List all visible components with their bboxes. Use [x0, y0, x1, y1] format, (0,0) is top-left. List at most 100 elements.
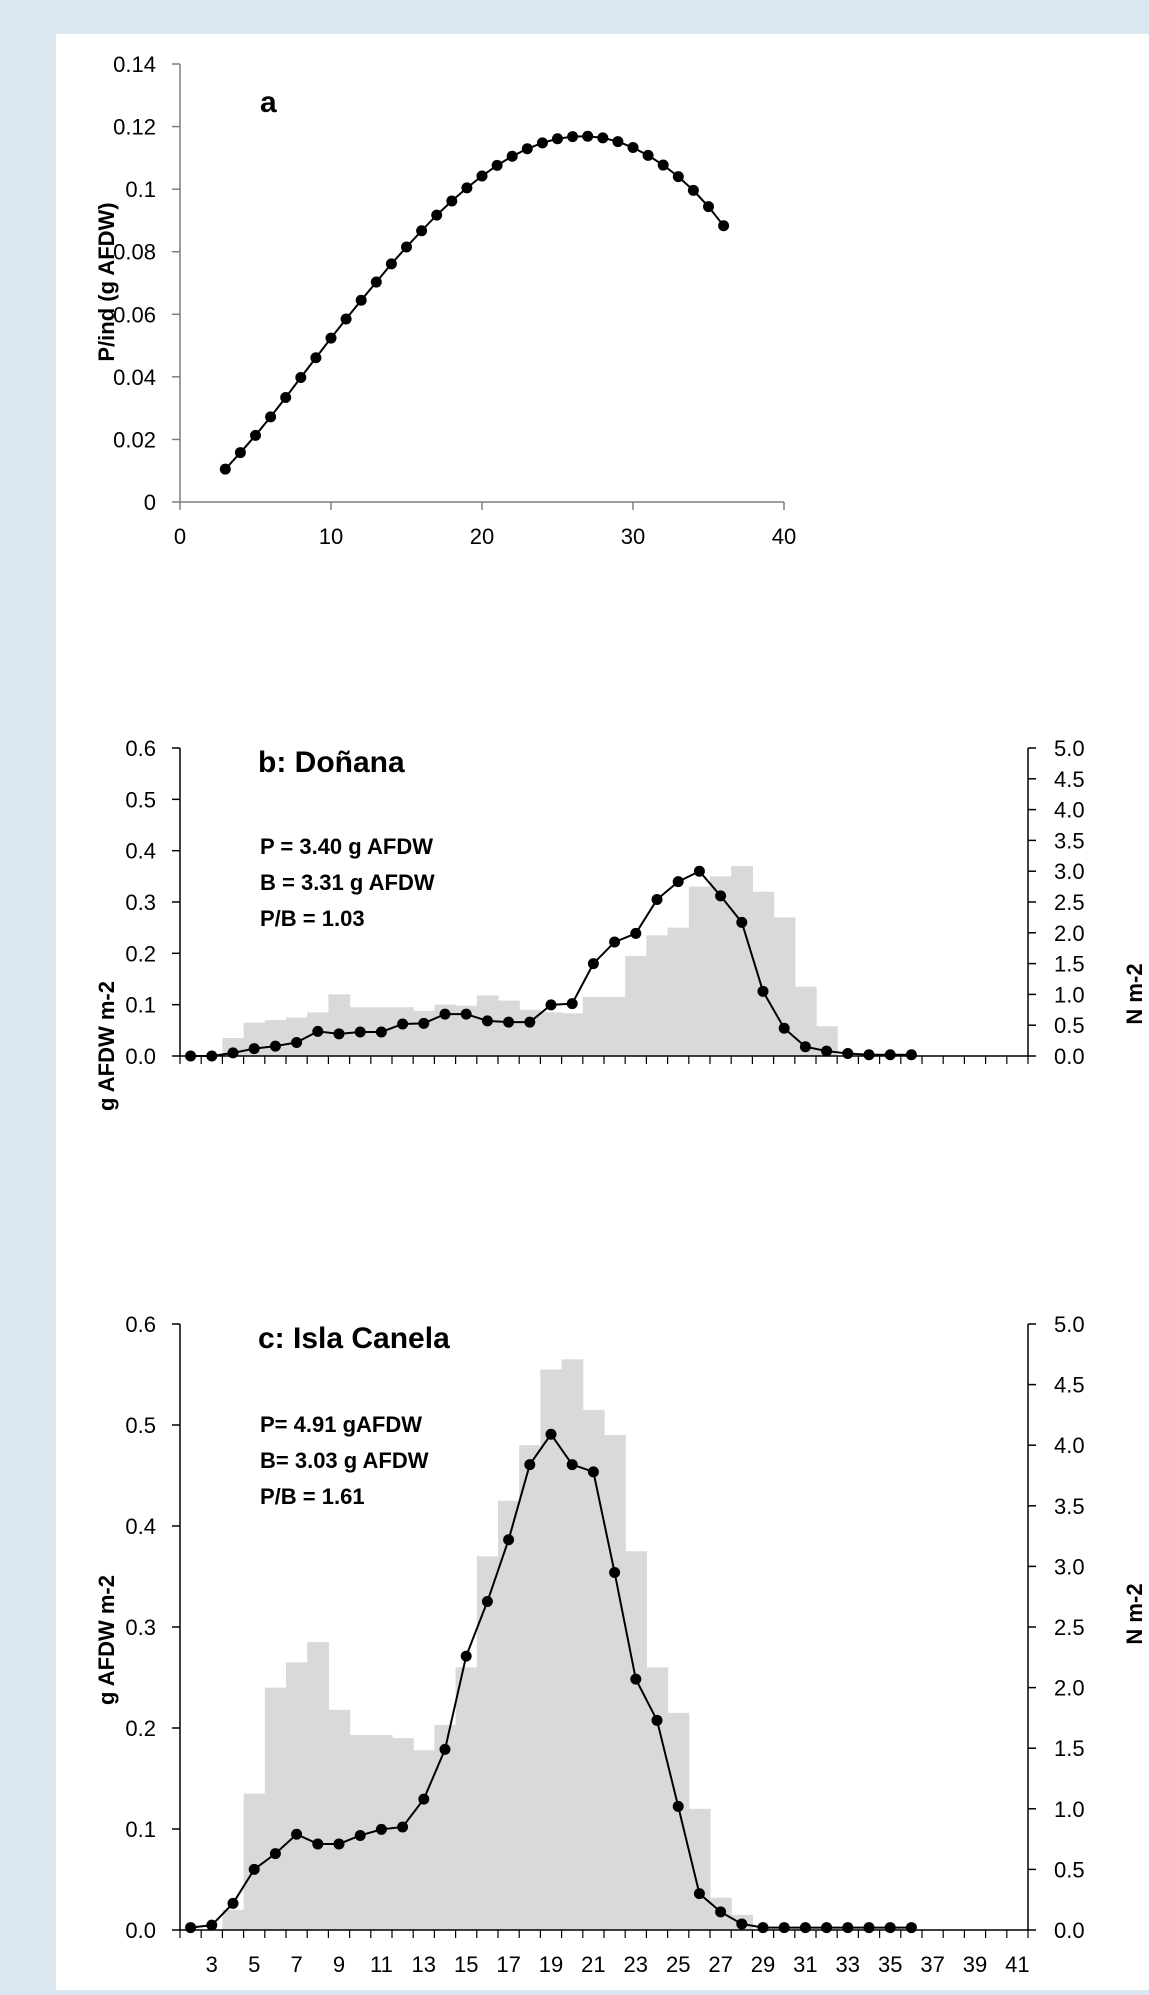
data-point — [609, 1566, 621, 1578]
data-point — [206, 1919, 218, 1931]
y2-tick-label: 3.5 — [1054, 828, 1085, 853]
panel-b-y-tick-labels: 0.0 0.1 0.2 0.3 0.4 0.5 0.6 — [125, 736, 156, 1069]
data-point — [418, 1793, 430, 1805]
data-point — [491, 159, 503, 171]
bar — [455, 1005, 478, 1056]
panel-b-marks — [185, 865, 917, 1062]
data-point — [476, 170, 488, 182]
y-tick-label: 0.02 — [113, 427, 156, 452]
data-point — [545, 999, 557, 1011]
data-point — [536, 137, 548, 149]
x-tick-label: 37 — [920, 1952, 944, 1977]
bar — [286, 1017, 308, 1056]
data-point — [863, 1922, 875, 1934]
panel-c-x-tick-labels: 3 5 7 9 11 13 15 17 19 21 23 25 27 29 31… — [206, 1952, 1030, 1977]
data-point — [884, 1049, 896, 1061]
y-tick-label: 0.4 — [125, 1514, 156, 1539]
y-tick-label: 0.5 — [125, 1413, 156, 1438]
bar — [328, 994, 351, 1056]
data-point — [657, 159, 669, 171]
data-point — [291, 1036, 303, 1048]
data-point — [310, 352, 322, 364]
panel-a-label: a — [260, 86, 277, 119]
y-tick-label: 0.2 — [125, 1716, 156, 1741]
y2-tick-label: 2.0 — [1054, 1676, 1085, 1701]
data-point — [418, 1017, 430, 1029]
data-point — [905, 1922, 917, 1934]
data-point — [234, 447, 246, 459]
y2-tick-label: 1.0 — [1054, 982, 1085, 1007]
data-point — [693, 865, 705, 877]
series-line — [224, 135, 725, 470]
data-point — [248, 1043, 260, 1055]
y2-tick-label: 2.0 — [1054, 921, 1085, 946]
x-tick-label: 5 — [248, 1952, 260, 1977]
y2-tick-label: 0.5 — [1054, 1013, 1085, 1038]
data-point — [185, 1050, 197, 1062]
bar — [688, 886, 711, 1056]
data-point — [354, 1829, 366, 1841]
bar — [731, 866, 753, 1056]
panel-c-y2-tick-labels: 0.0 0.5 1.0 1.5 2.0 2.5 3.0 3.5 4.0 4.5 … — [1054, 1312, 1085, 1943]
data-point — [651, 894, 663, 906]
data-point — [385, 258, 397, 270]
panel-b-stat-pb: P/B = 1.03 — [260, 906, 365, 931]
data-point — [446, 195, 458, 207]
data-point — [799, 1922, 811, 1934]
y2-tick-label: 1.5 — [1054, 1736, 1085, 1761]
y2-tick-label: 3.5 — [1054, 1494, 1085, 1519]
data-point — [905, 1049, 917, 1061]
panel-b-y-axis-label: g AFDW m-2 — [94, 981, 119, 1111]
data-point — [545, 1428, 557, 1440]
data-point — [333, 1838, 345, 1850]
data-point — [842, 1922, 854, 1934]
bar — [688, 1808, 711, 1930]
y-tick-label: 0.2 — [125, 941, 156, 966]
y-tick-label: 0.14 — [113, 52, 156, 77]
data-point — [375, 1026, 387, 1038]
y2-tick-label: 4.5 — [1054, 1373, 1085, 1398]
x-tick-label: 17 — [496, 1952, 520, 1977]
x-tick-label: 31 — [793, 1952, 817, 1977]
data-point — [375, 1823, 387, 1835]
data-point — [552, 133, 563, 145]
x-tick-label: 15 — [454, 1952, 478, 1977]
bar — [794, 986, 817, 1056]
data-point — [439, 1743, 451, 1755]
bar — [667, 927, 690, 1056]
data-point — [863, 1049, 875, 1061]
data-point — [227, 1897, 239, 1909]
data-point — [333, 1028, 345, 1040]
y2-tick-label: 0.0 — [1054, 1918, 1085, 1943]
data-point — [736, 1918, 748, 1930]
bar — [392, 1007, 414, 1056]
y2-tick-label: 2.5 — [1054, 1615, 1085, 1640]
data-point — [524, 1459, 536, 1471]
x-tick-label: 41 — [1005, 1952, 1029, 1977]
x-tick-label: 7 — [290, 1952, 302, 1977]
data-point — [630, 1673, 642, 1685]
data-point — [460, 1008, 472, 1020]
panel-c: 0.0 0.1 0.2 0.3 0.4 0.5 0.6 0.0 0.5 1.0 … — [94, 1312, 1147, 1977]
data-point — [461, 182, 473, 194]
data-point — [627, 142, 639, 154]
data-point — [312, 1025, 324, 1037]
x-tick-label: 39 — [963, 1952, 987, 1977]
bar — [413, 1010, 435, 1056]
panel-c-y2-axis-label: N m-2 — [1122, 1583, 1147, 1644]
panel-a-marks — [219, 130, 730, 475]
panel-c-marks — [185, 1428, 917, 1934]
data-point — [481, 1596, 493, 1608]
data-point — [460, 1650, 472, 1662]
data-point — [693, 1888, 705, 1900]
bar — [392, 1738, 414, 1930]
data-point — [567, 131, 579, 143]
bar — [625, 955, 647, 1056]
x-tick-label: 23 — [624, 1952, 648, 1977]
x-tick-label: 3 — [206, 1952, 218, 1977]
panel-c-y-tick-labels: 0.0 0.1 0.2 0.3 0.4 0.5 0.6 — [125, 1312, 156, 1943]
panel-b-label: b: Doñana — [258, 746, 405, 779]
data-point — [587, 958, 599, 970]
y2-tick-label: 4.0 — [1054, 1433, 1085, 1458]
x-tick-label: 19 — [539, 1952, 563, 1977]
